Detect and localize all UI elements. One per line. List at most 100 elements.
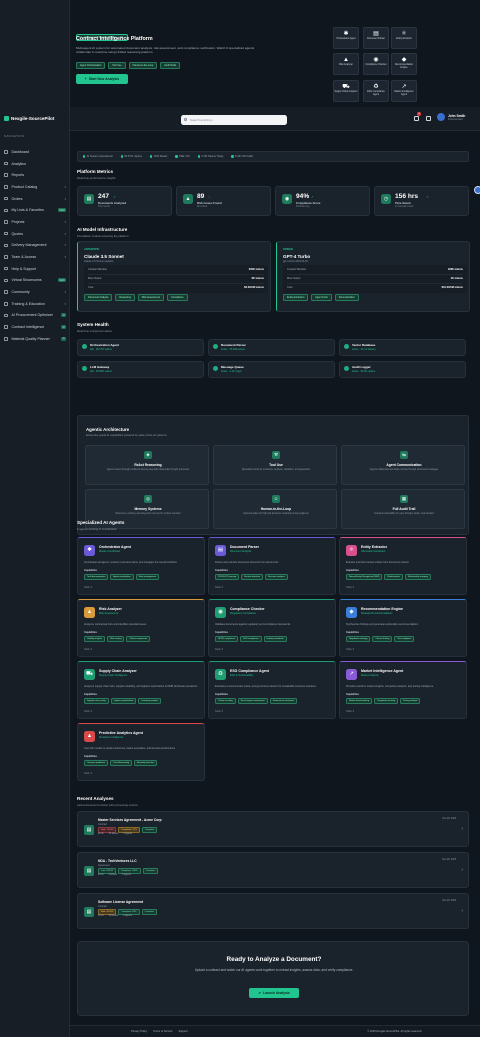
agent-tools: Tools: 3 — [215, 587, 223, 589]
hero-agent-tile[interactable]: ↗ Market Intelligence Agent — [391, 80, 417, 102]
pattern-5-icon: ☺ — [272, 495, 280, 503]
capability-tag: Risk scoring — [107, 636, 125, 642]
hero-agent-tile[interactable]: ▤ Document Parser — [363, 27, 389, 49]
model-specs: Context Window 200K tokens Max Output 8K to… — [84, 265, 268, 293]
agent-card[interactable]: ✱ Orchestrator Agent Master Coordinator Coo… — [77, 537, 205, 595]
sidebar-item-contract-intelligence[interactable]: Contract Intelligence AI — [0, 321, 70, 333]
agent-role: Predictive Intelligence — [99, 735, 124, 739]
footer-link[interactable]: Terms of Service — [153, 1030, 173, 1033]
sidebar-item-dashboard[interactable]: Dashboard — [0, 146, 70, 158]
sidebar-item-help-support[interactable]: Help & Support — [0, 263, 70, 275]
chevron-down-icon: ▾ — [64, 255, 66, 260]
search-input[interactable]: Search anything... — [181, 114, 287, 125]
model-card[interactable]: ANTHROPIC Claude 3.5 Sonnet Claude 3.5 Son… — [77, 241, 271, 312]
agent-card[interactable]: ♻ ESG Compliance Agent ESG & Sustainabilit… — [208, 661, 336, 719]
sidebar-item-quotes[interactable]: Quotes ▾ — [0, 228, 70, 240]
agent-card[interactable]: ⛟ Supply Chain Analyzer Supply Chain Intel… — [77, 661, 205, 719]
hero-agent-tile[interactable]: ♻ ESG Compliance Agent — [363, 80, 389, 102]
recent-analysis-row[interactable]: ▤ Master Services Agreement - Acme Corp Co… — [77, 811, 469, 847]
footer-link[interactable]: Privacy Policy — [131, 1030, 148, 1033]
hero-agent-tile[interactable]: ◉ Compliance Checker — [363, 53, 389, 75]
hero-agent-tile[interactable]: ⛟ Supply Chain Analyzer — [333, 80, 359, 102]
start-analysis-button[interactable]: + Start New Analysis — [76, 74, 128, 84]
agent-card[interactable]: ▤ Document Parser Document Analysis Parses … — [208, 537, 336, 595]
sidebar-item-my-lists-favorites[interactable]: My Lists & Favorites NEW — [0, 204, 70, 216]
metric-value: 247 — [98, 193, 110, 200]
agent-card[interactable]: ↗ Market Intelligence Agent Market Analysi… — [339, 661, 467, 719]
sidebar-item-label: Training & Education — [11, 301, 45, 306]
sidebar-item-team-access[interactable]: Team & Access ▾ — [0, 251, 70, 263]
bell-icon[interactable] — [414, 116, 419, 121]
cta-description: Upload a contract and watch our AI agent… — [194, 968, 354, 972]
status-dot-icon — [231, 155, 234, 158]
sidebar-item-training-education[interactable]: Training & Education ▾ — [0, 298, 70, 310]
health-name: Audit Logger — [352, 364, 371, 369]
capability-tag: Clause drafting — [372, 636, 393, 642]
analysis-meta: 31.2s 11 issues 6 agents — [98, 915, 132, 917]
analysis-badges: High: 76/100 Compliant: 91% Complete — [98, 827, 158, 833]
cart-icon[interactable] — [426, 116, 431, 121]
chevron-right-icon: › — [461, 867, 463, 873]
footer-link[interactable]: Support — [178, 1030, 188, 1033]
model-spec-row: Max Output 4K tokens — [287, 275, 463, 284]
sidebar-item-delivery-management[interactable]: Delivery Management ▾ — [0, 240, 70, 252]
help-fab-icon[interactable] — [474, 186, 480, 194]
sidebar-item-material-quality-planner[interactable]: Material Quality Planner AI — [0, 333, 70, 345]
brand[interactable]: Nexgile-SourcePilot — [4, 116, 54, 121]
analysis-date: Nov 26, 2025 — [442, 900, 456, 902]
launch-analysis-button[interactable]: ➚ Launch Analysis — [249, 988, 299, 998]
capabilities-label: Capabilities — [84, 756, 97, 758]
status-label: SSE: ON — [179, 155, 190, 158]
sidebar-item-product-catalog[interactable]: Product Catalog ▾ — [0, 181, 70, 193]
sidebar-item-reports[interactable]: Reports — [0, 169, 70, 181]
recent-analysis-row[interactable]: ▤ NDA - TechVentures LLC Agreement Low: 22/… — [77, 852, 469, 888]
sidebar-item-label: Dashboard — [11, 149, 30, 154]
hero-agent-4-icon: ▲ — [343, 57, 349, 63]
cta-panel: Ready to Analyze a Document? Upload a co… — [77, 941, 469, 1016]
metric-card: ◷ 156 hrs ↗ Time Saved vs manual review — [374, 186, 469, 216]
agent-capabilities: Named Entity Recognition (NER) Relationsh… — [346, 574, 431, 580]
pattern-1-icon: ◈ — [144, 451, 152, 459]
agent-card[interactable]: ▲ Risk Analyzer Risk Assessment Analyzes co… — [77, 599, 205, 657]
sidebar-item-label: Material Quality Planner — [11, 336, 50, 341]
sidebar-item-projects[interactable]: Projects ▾ — [0, 216, 70, 228]
chevron-down-icon: ▾ — [64, 301, 66, 306]
sidebar-item-virtual-showrooms[interactable]: Virtual Showrooms NEW — [0, 275, 70, 287]
trend-up-icon: ↗ — [113, 195, 116, 199]
model-spec-row: Cost $3.00/1M tokens — [88, 284, 264, 292]
model-card[interactable]: OPENAI GPT-4 Turbo gpt-4-turbo-2024-04-09 C… — [276, 241, 470, 312]
status-item: SSE: ON — [175, 155, 190, 158]
sidebar-item-analytics[interactable]: Analytics — [0, 158, 70, 170]
chevron-down-icon: ▾ — [64, 290, 66, 295]
model-provider: ANTHROPIC — [84, 248, 100, 251]
agent-card[interactable]: ▲ Predictive Analytics Agent Predictive In… — [77, 723, 205, 781]
nav-quotes-icon — [4, 231, 8, 236]
agent-name: Risk Analyzer — [99, 606, 122, 611]
health-subtitle: Real-time component status — [77, 328, 112, 333]
hero-agent-tile[interactable]: ⚛ Entity Extractor — [391, 27, 417, 49]
agent-card[interactable]: ⚛ Entity Extractor Information Extraction E… — [339, 537, 467, 595]
sparkle-icon: ✦ — [80, 36, 83, 39]
hero-agent-tile[interactable]: ✱ Orchestrator Agent — [333, 27, 359, 49]
avatar — [437, 113, 445, 121]
sidebar-item-orders[interactable]: Orders ▾ — [0, 193, 70, 205]
hero-agent-tile[interactable]: ▲ Risk Analyzer — [333, 53, 359, 75]
agent-capabilities: Market benchmarking Competitor tracking Pr… — [346, 698, 421, 704]
agent-desc: Coordinates all agents, resolves executi… — [84, 561, 177, 564]
agent-role: Supply Chain Intelligence — [99, 673, 128, 677]
capability-tag: Carbon tracking — [215, 698, 236, 704]
meta-item: 2 issues — [108, 874, 118, 876]
spec-label: Context Window — [287, 268, 306, 271]
health-name: Vector Database — [352, 342, 376, 347]
arch-subtitle: Enterprise-grade AI capabilities powered… — [86, 433, 167, 437]
recent-analysis-row[interactable]: ▤ Software License Agreement Contract Med: … — [77, 893, 469, 929]
hero-agent-tile[interactable]: ◆ Recommendation Engine — [391, 53, 417, 75]
user-menu[interactable]: John Smith Procurement — [437, 113, 465, 121]
agent-card[interactable]: ◉ Compliance Checker Regulatory Compliance… — [208, 599, 336, 657]
sidebar-item-ai-procurement-optimizer[interactable]: AI Procurement Optimizer AI — [0, 310, 70, 322]
start-analysis-label: Start New Analysis — [88, 77, 120, 81]
recent-subtitle: Latest document reviews with processing … — [77, 802, 138, 807]
agent-capabilities: Liability analysis Risk scoring Clause com… — [84, 636, 151, 642]
sidebar-item-community[interactable]: Community ▾ — [0, 286, 70, 298]
agent-card[interactable]: ◆ Recommendation Engine Strategic Recommen… — [339, 599, 467, 657]
